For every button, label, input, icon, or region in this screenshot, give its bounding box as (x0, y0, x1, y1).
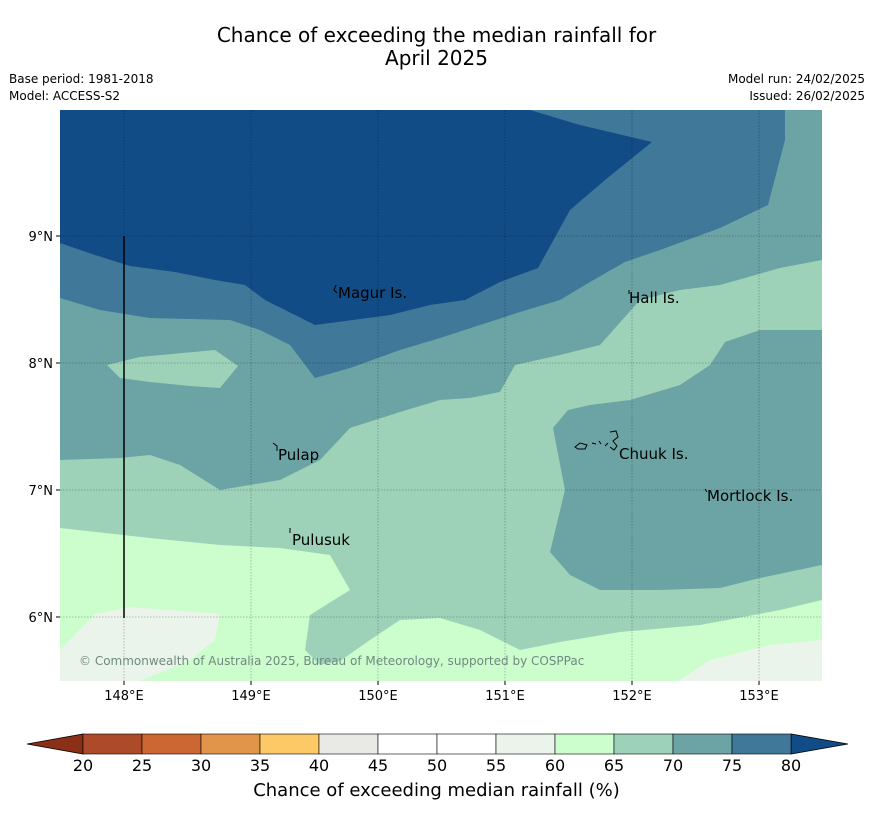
colorbar-segment-45-50 (377, 733, 438, 755)
lon-tick-148e: 148°E (104, 689, 144, 704)
colorbar-tick-40: 40 (309, 756, 329, 775)
colorbar-tick-65: 65 (604, 756, 624, 775)
colorbar-segment-65-70 (613, 733, 674, 755)
colorbar-segment-60-65 (554, 733, 615, 755)
colorbar-segment-50-55 (436, 733, 497, 755)
island-pulap (272, 442, 278, 451)
base-period-text: Base period: 1981-2018 (9, 72, 154, 86)
lon-axis: 148°E 149°E 150°E 151°E 152°E 153°E (104, 681, 779, 704)
model-run-text: Model run: 24/02/2025 (727, 72, 865, 86)
lon-tick-151e: 151°E (485, 689, 525, 704)
lon-tick-152e: 152°E (612, 689, 652, 704)
colorbar-segment-55-60 (495, 733, 556, 755)
colorbar-segment-20-25 (82, 733, 143, 755)
label-magur: Magur Is. (338, 284, 407, 302)
colorbar-tick-30: 30 (191, 756, 211, 775)
colorbar-extend-over (790, 733, 849, 755)
label-hall: Hall Is. (629, 289, 680, 307)
contour-80-plus (60, 110, 652, 325)
colorbar-segment-30-35 (200, 733, 261, 755)
map-title-line1: Chance of exceeding the median rainfall … (216, 23, 657, 47)
lat-tick-8n: 8°N (29, 357, 54, 372)
colorbar-tick-75: 75 (722, 756, 742, 775)
lon-tick-150e: 150°E (358, 689, 398, 704)
lat-tick-9n: 9°N (29, 230, 54, 245)
contour-65-70-west-patch (107, 350, 238, 388)
island-mortlock (704, 488, 708, 493)
lon-tick-153e: 153°E (739, 689, 779, 704)
lat-tick-6n: 6°N (29, 611, 54, 626)
island-magur (333, 284, 338, 294)
colorbar-segment-35-40 (259, 733, 320, 755)
issued-text: Issued: 26/02/2025 (749, 89, 865, 103)
colorbar-tick-60: 60 (545, 756, 565, 775)
meta-right: Model run: 24/02/2025 Issued: 26/02/2025 (728, 71, 865, 105)
island-chuuk (574, 430, 619, 451)
colorbar-segment-75-80 (731, 733, 792, 755)
lat-tick-7n: 7°N (29, 484, 54, 499)
islands (272, 284, 708, 533)
colorbar-segment-25-30 (141, 733, 202, 755)
colorbar: 20 25 30 35 40 45 50 55 60 65 70 75 80 (26, 733, 849, 775)
colorbar-tick-25: 25 (132, 756, 152, 775)
colorbar-tick-20: 20 (73, 756, 93, 775)
rainfall-contours (60, 110, 822, 681)
colorbar-title: Chance of exceeding median rainfall (%) (253, 780, 620, 801)
colorbar-tick-45: 45 (368, 756, 388, 775)
contour-55-60-south-east (678, 640, 822, 681)
colorbar-segment-40-45 (318, 733, 379, 755)
label-pulusuk: Pulusuk (292, 531, 350, 549)
copyright-text: © Commonwealth of Australia 2025, Bureau… (79, 654, 584, 668)
colorbar-tick-70: 70 (663, 756, 683, 775)
label-mortlock: Mortlock Is. (707, 487, 793, 505)
lon-tick-149e: 149°E (231, 689, 271, 704)
contour-70-75-south-east (550, 330, 822, 590)
label-pulap: Pulap (278, 446, 319, 464)
colorbar-tick-50: 50 (427, 756, 447, 775)
contour-55-60-south-west (60, 607, 220, 681)
colorbar-segment-70-75 (672, 733, 733, 755)
colorbar-tick-55: 55 (486, 756, 506, 775)
model-text: Model: ACCESS-S2 (9, 89, 121, 103)
map-title-line2: April 2025 (385, 46, 488, 70)
colorbar-tick-80: 80 (781, 756, 801, 775)
lat-axis: 9°N 8°N 7°N 6°N (29, 230, 60, 626)
colorbar-tick-35: 35 (250, 756, 270, 775)
colorbar-extend-under (26, 733, 84, 755)
meta-left: Base period: 1981-2018 Model: ACCESS-S2 (9, 71, 154, 105)
label-chuuk: Chuuk Is. (619, 445, 688, 463)
